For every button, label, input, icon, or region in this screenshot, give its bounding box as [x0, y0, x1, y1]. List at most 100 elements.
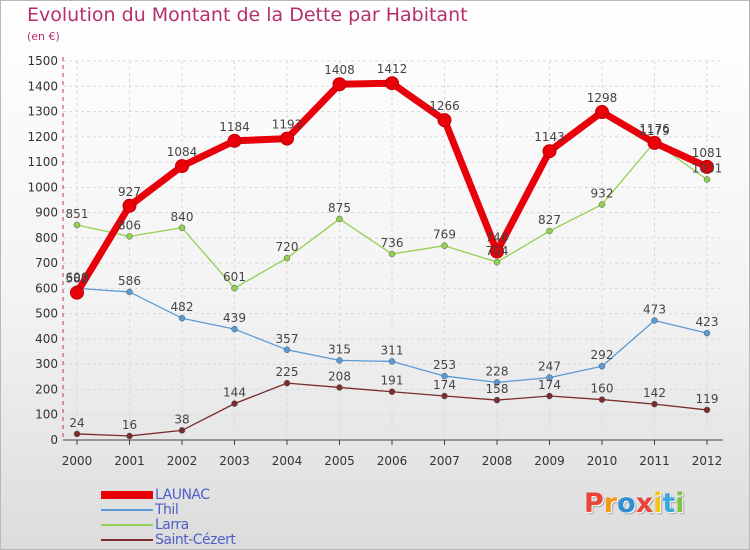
data-label: 932: [591, 187, 614, 201]
data-point: [126, 233, 133, 240]
data-point: [651, 317, 658, 324]
data-label: 439: [223, 311, 246, 325]
legend-label: Larra: [155, 517, 189, 533]
y-tick-label: 1100: [27, 155, 58, 169]
x-tick-label: 2007: [429, 454, 460, 468]
data-label: 225: [276, 365, 299, 379]
data-label: 24: [69, 416, 84, 430]
data-point: [178, 314, 186, 322]
data-label: 160: [591, 382, 614, 396]
data-label: 315: [328, 342, 351, 356]
data-point: [231, 284, 238, 292]
data-label: 720: [276, 240, 299, 254]
legend-label: Thil: [155, 502, 179, 518]
data-point: [336, 215, 343, 223]
data-label: 583: [66, 272, 89, 286]
data-label: 1184: [219, 120, 250, 134]
x-tick-label: 2006: [377, 454, 408, 468]
logo-letter: i: [675, 488, 685, 519]
data-point: [437, 113, 452, 128]
series-lines: [70, 76, 714, 440]
data-labels: 583 927 1084 1184 1193 1408 1412 1266 746 1143 129…: [66, 62, 723, 432]
data-label: 736: [381, 236, 404, 250]
y-tick-label: 500: [35, 307, 58, 321]
data-point: [700, 159, 714, 174]
data-point: [231, 325, 238, 333]
data-label: 827: [538, 213, 561, 227]
data-label: 840: [171, 210, 194, 224]
data-label: 1176: [639, 122, 670, 136]
y-tick-label: 400: [35, 332, 58, 346]
data-label: 208: [328, 369, 351, 383]
data-label: 191: [381, 374, 404, 388]
data-label: 144: [223, 386, 246, 400]
data-point: [336, 384, 343, 391]
data-label: 174: [433, 378, 456, 392]
x-tick-label: 2012: [692, 454, 723, 468]
data-label: 704: [486, 244, 509, 258]
axes: 0 100 200 300 400 500 600 700 800 900 1000 1100 1200…: [27, 54, 723, 468]
x-tick-label: 2001: [114, 454, 145, 468]
data-label: 1298: [587, 91, 618, 105]
data-label: 247: [538, 360, 561, 374]
data-point: [493, 379, 501, 386]
data-point: [542, 144, 557, 159]
chart-title: Evolution du Montant de la Dette par Hab…: [27, 4, 468, 26]
legend-swatch: [101, 509, 153, 511]
data-point: [283, 254, 291, 262]
data-point: [546, 392, 553, 400]
data-point: [126, 432, 133, 440]
data-point: [493, 396, 501, 404]
data-label: 1266: [429, 99, 460, 113]
y-tick-label: 300: [35, 357, 58, 371]
y-tick-label: 100: [35, 408, 58, 422]
data-point: [73, 221, 81, 229]
data-point: [441, 242, 448, 249]
data-label: 119: [696, 392, 719, 406]
chart-subtitle: (en €): [27, 30, 60, 43]
data-point: [336, 357, 343, 364]
data-label: 927: [118, 185, 141, 199]
data-point: [388, 358, 396, 365]
legend-swatch: [101, 539, 153, 541]
data-label: 16: [122, 418, 137, 432]
y-tick-label: 700: [35, 256, 58, 270]
data-point: [598, 396, 606, 403]
data-label: 851: [66, 207, 89, 221]
data-point: [441, 392, 448, 400]
data-label: 746: [486, 231, 509, 245]
data-point: [388, 250, 396, 258]
data-label: 142: [643, 386, 666, 400]
data-point: [122, 198, 137, 213]
y-tick-label: 200: [35, 382, 58, 396]
x-tick-label: 2010: [587, 454, 618, 468]
x-tick-label: 2005: [324, 454, 355, 468]
data-point: [493, 258, 501, 266]
data-label: 1179: [639, 124, 670, 138]
data-point: [283, 346, 291, 354]
data-label: 1081: [692, 146, 723, 160]
data-point: [441, 372, 448, 380]
data-label: 311: [381, 343, 404, 357]
x-tick-label: 2004: [272, 454, 303, 468]
data-label: 875: [328, 201, 351, 215]
x-tick-label: 2011: [639, 454, 670, 468]
data-point: [647, 135, 662, 150]
data-label: 482: [171, 300, 194, 314]
y-tick-label: 900: [35, 206, 58, 220]
data-label: 1084: [167, 145, 198, 159]
proxiti-logo: Proxiti: [584, 488, 685, 519]
data-label: 601: [223, 270, 246, 284]
y-tick-label: 0: [50, 433, 58, 447]
data-point: [598, 362, 606, 370]
y-tick-label: 800: [35, 231, 58, 245]
data-point: [703, 406, 711, 414]
data-label: 769: [433, 228, 456, 242]
data-point: [231, 400, 238, 407]
data-label: 253: [433, 358, 456, 372]
data-label: 806: [118, 218, 141, 232]
data-label: 357: [276, 332, 299, 346]
data-label: 1193: [272, 118, 303, 132]
y-tick-label: 1000: [27, 180, 58, 194]
